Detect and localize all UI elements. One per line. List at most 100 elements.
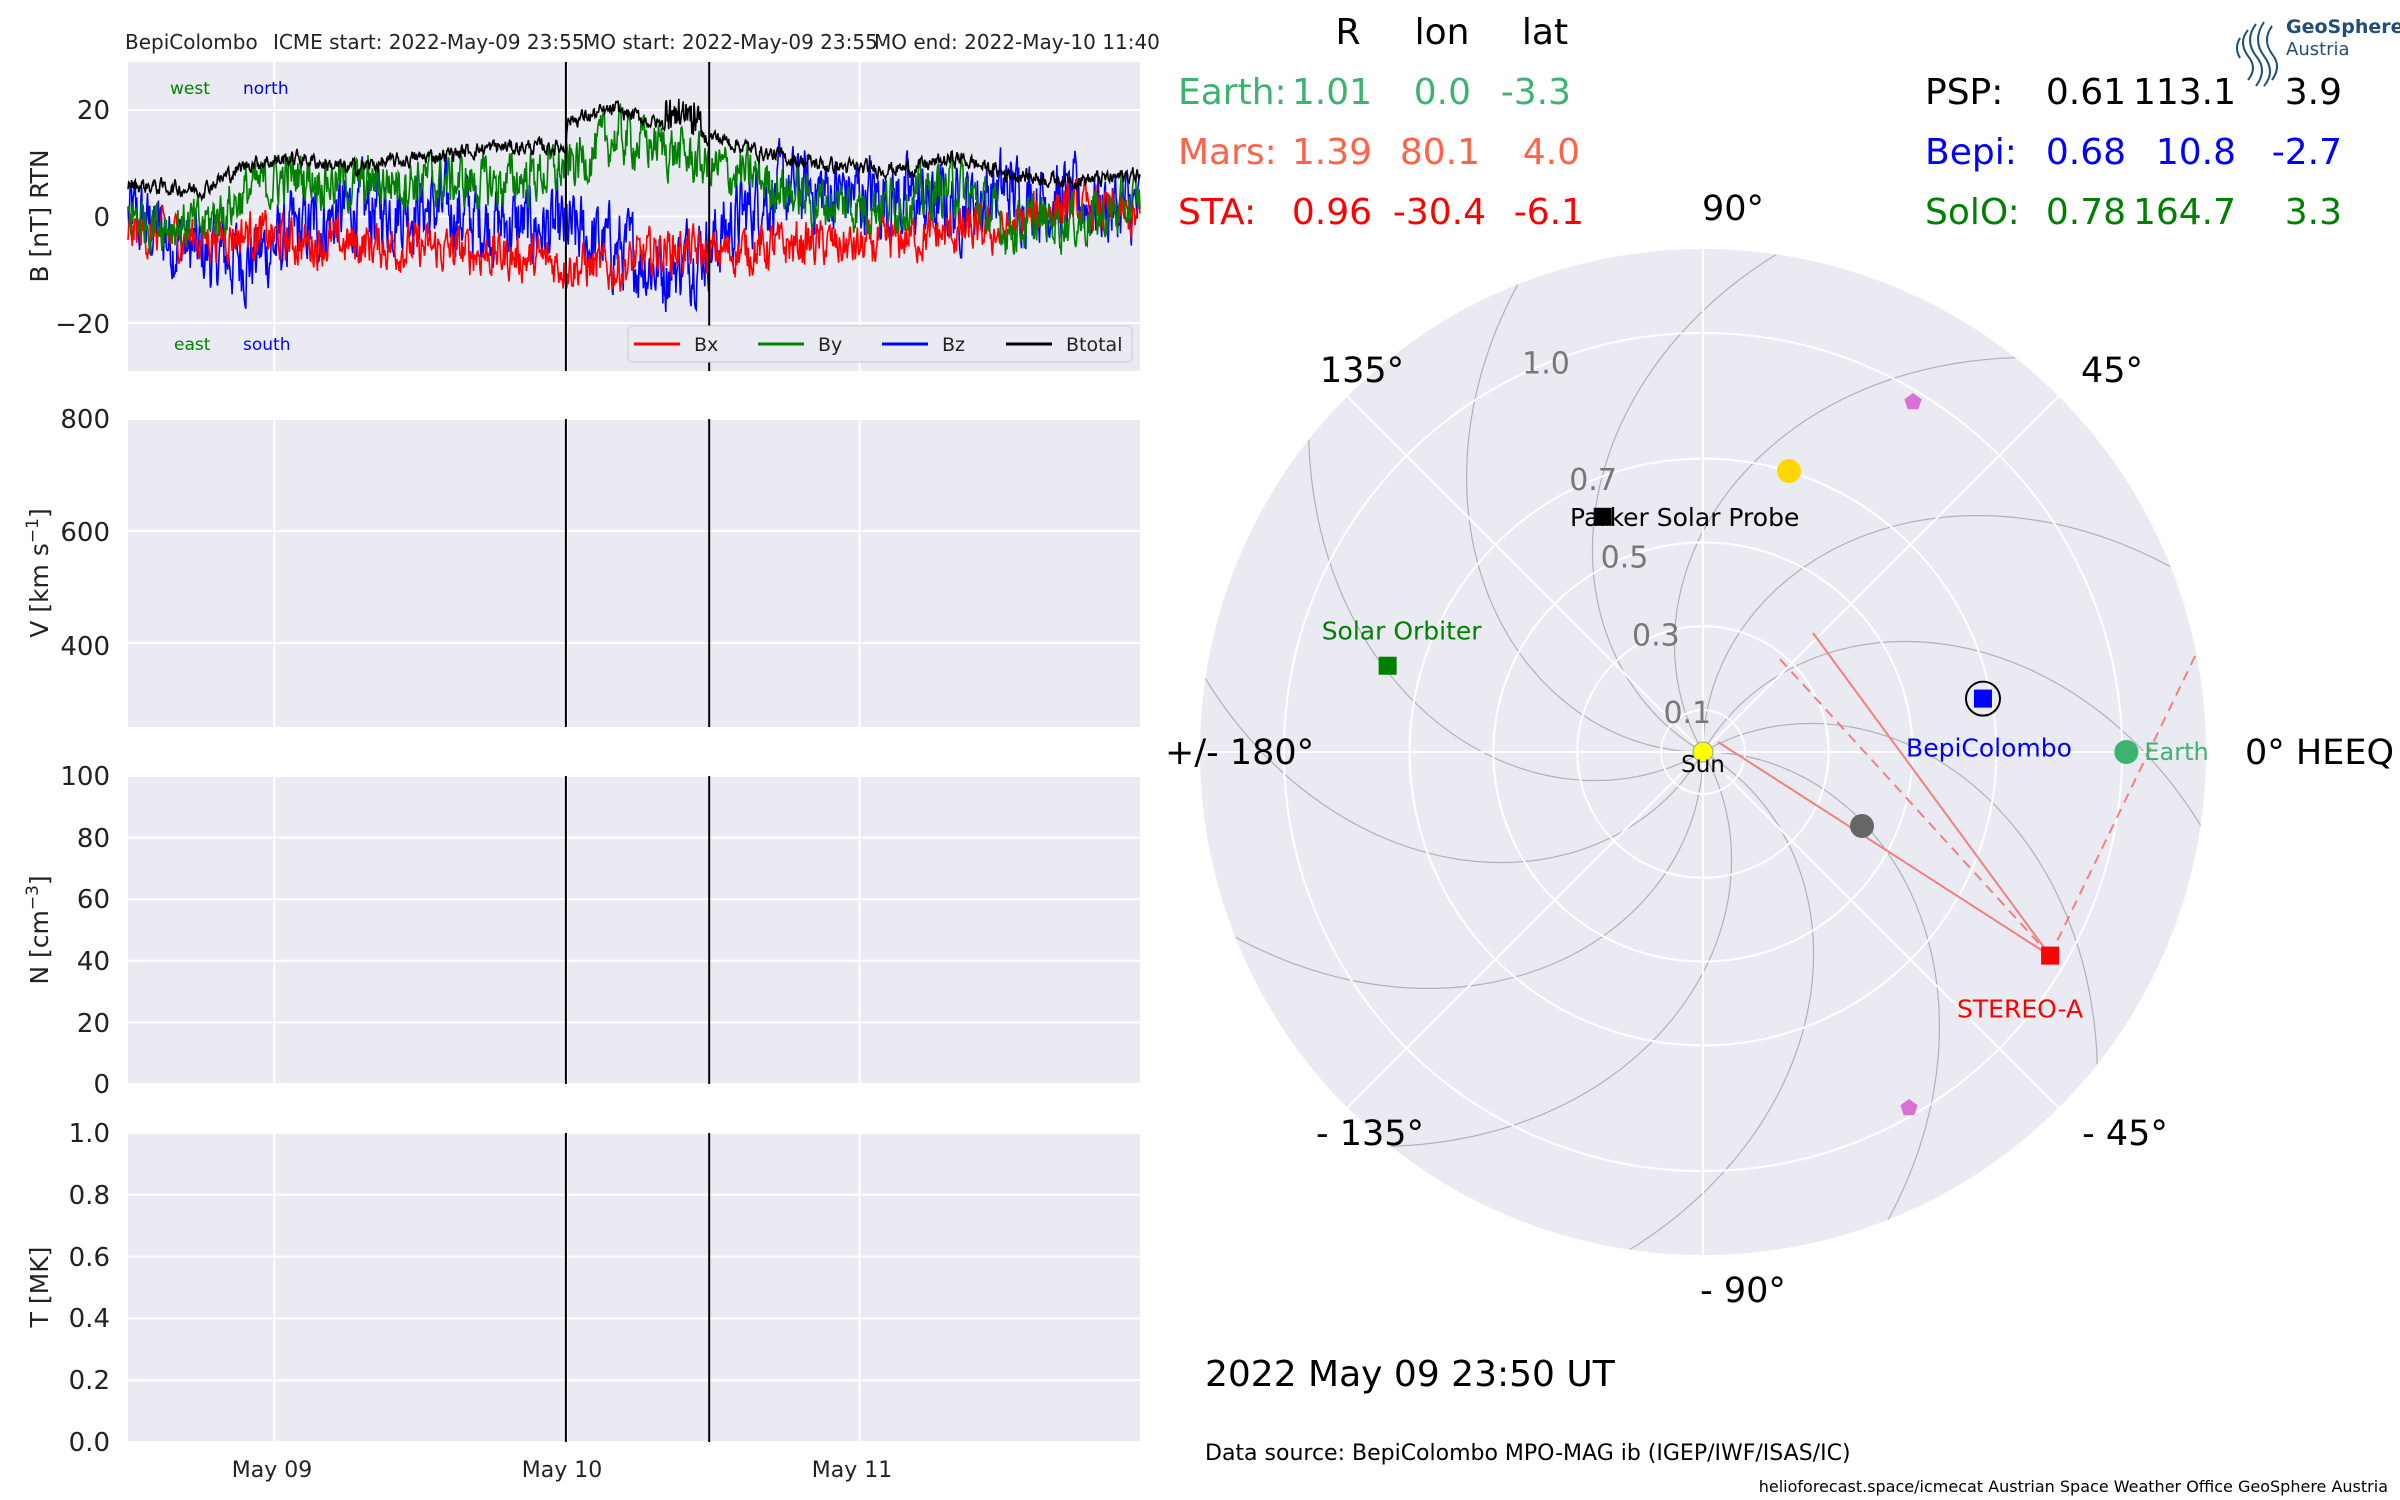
polar-rtick-3: 0.7 bbox=[1569, 463, 1617, 498]
polar-rtick-1: 0.3 bbox=[1632, 618, 1680, 653]
psp-marker bbox=[1593, 507, 1612, 526]
legend-btotal: Btotal bbox=[1066, 334, 1122, 356]
t-ytick-1-0: 1.0 bbox=[69, 1119, 110, 1149]
polar-rtick-2: 0.5 bbox=[1601, 541, 1649, 576]
figure-header: BepiColombo ICME start: 2022-May-09 23:5… bbox=[125, 30, 1160, 54]
row-mars-lon: 80.1 bbox=[1400, 132, 1480, 173]
psp-label: Parker Solar Probe bbox=[1570, 503, 1799, 532]
bepi-ring bbox=[1964, 680, 2001, 717]
polar-spoke-135 bbox=[1346, 395, 1704, 753]
label-south: south bbox=[243, 335, 290, 355]
n-ytick-100: 100 bbox=[60, 762, 110, 792]
n-panel-event-lines bbox=[564, 776, 711, 1084]
series-by bbox=[127, 103, 1141, 255]
polar-rtick-labels: 0.1 0.3 0.5 0.7 1.0 bbox=[1522, 346, 1711, 731]
earth-label: Earth bbox=[2144, 738, 2208, 766]
polar-angle-am90: - 90° bbox=[1700, 1271, 1786, 1311]
polar-angle-labels: 0° HEEQ 45° 90° 135° +/- 180° - 135° - 90° - 45… bbox=[1165, 189, 2394, 1311]
geosphere-logo-icon bbox=[2236, 21, 2278, 87]
row-earth-lon: 0.0 bbox=[1414, 72, 1471, 113]
header-icme-start: ICME start: 2022-May-09 23:55 bbox=[273, 30, 585, 54]
sta-line-fov-3 bbox=[2049, 649, 2199, 957]
t-ytick-0-8: 0.8 bbox=[69, 1181, 110, 1211]
sta-line-sun bbox=[1717, 741, 2051, 957]
v-ylabel-end: ] bbox=[25, 508, 54, 518]
row-solo-r: 0.78 bbox=[2046, 192, 2126, 233]
label-east: east bbox=[174, 335, 211, 355]
polar-spoke-315 bbox=[1702, 751, 2060, 1109]
solo-label: Solar Orbiter bbox=[1322, 617, 1483, 646]
t-panel-grid bbox=[128, 1132, 1140, 1443]
t-ytick-0-6: 0.6 bbox=[69, 1243, 110, 1273]
polar-angle-a135: 135° bbox=[1320, 351, 1404, 391]
row-sta-r: 0.96 bbox=[1292, 192, 1372, 233]
n-ytick-20: 20 bbox=[77, 1009, 110, 1039]
n-panel: 100 80 60 40 20 0 N [cm−3] bbox=[23, 762, 1140, 1100]
row-mars-lat: 4.0 bbox=[1523, 132, 1580, 173]
col-header-r: R bbox=[1335, 12, 1360, 53]
series-bx bbox=[127, 175, 1141, 292]
legend-by: By bbox=[818, 334, 842, 356]
polar-angle-a90: 90° bbox=[1702, 189, 1764, 229]
polar-plot: 0.1 0.3 0.5 0.7 1.0 0° HEEQ 45° 90° 135° +/- 180… bbox=[1165, 189, 2394, 1311]
v-ylabel: V [km s−1] bbox=[23, 508, 54, 637]
l5-point-marker bbox=[1900, 1099, 1918, 1116]
label-west: west bbox=[170, 79, 210, 99]
solo-marker bbox=[1378, 656, 1397, 675]
x-ticks: May 09 May 10 May 11 bbox=[232, 1458, 892, 1483]
b-ylabel: B [nT] RTN bbox=[25, 149, 54, 282]
v-ytick-400: 400 bbox=[60, 632, 110, 662]
n-ylabel: N [cm−3] bbox=[23, 875, 54, 984]
t-yticks: 1.0 0.8 0.6 0.4 0.2 0.0 bbox=[69, 1119, 110, 1458]
polar-objects: Sun Earth BepiColombo STEREO-A Parker Solar … bbox=[1322, 393, 2209, 1116]
polar-angle-am45: - 45° bbox=[2082, 1114, 2168, 1154]
col-header-lon: lon bbox=[1415, 12, 1470, 53]
n-panel-grid bbox=[128, 775, 1140, 1085]
n-ylabel-sup: −3 bbox=[23, 885, 43, 910]
b-legend: Bx By Bz Btotal bbox=[627, 325, 1133, 363]
t-ytick-0-2: 0.2 bbox=[69, 1366, 110, 1396]
row-earth-name: Earth: bbox=[1178, 72, 1287, 113]
row-bepi-lat: -2.7 bbox=[2272, 132, 2342, 173]
footer-credits: helioforecast.space/icmecat Austrian Spa… bbox=[1759, 1477, 2388, 1496]
series-bz bbox=[127, 138, 1141, 313]
sun-marker bbox=[1692, 741, 1714, 763]
sta-label: STEREO-A bbox=[1957, 995, 2083, 1024]
v-panel-background bbox=[128, 419, 1140, 727]
n-ytick-60: 60 bbox=[77, 885, 110, 915]
n-ylabel-main: N [cm bbox=[25, 910, 54, 985]
n-ytick-80: 80 bbox=[77, 824, 110, 854]
xtick-may-09: May 09 bbox=[232, 1458, 312, 1483]
b-legend-box bbox=[627, 325, 1133, 363]
row-solo-name: SolO: bbox=[1925, 192, 2020, 233]
series-btotal bbox=[127, 98, 1141, 202]
polar-rtick-0: 0.1 bbox=[1663, 696, 1711, 731]
geosphere-logo: GeoSphere Austria bbox=[2236, 16, 2400, 87]
sta-marker bbox=[2041, 946, 2060, 965]
row-solo: SolO: 0.78 164.7 3.3 bbox=[1925, 192, 2342, 233]
polar-spoke-225 bbox=[1346, 751, 1704, 1109]
row-mars-r: 1.39 bbox=[1292, 132, 1372, 173]
t-ytick-0-0: 0.0 bbox=[69, 1428, 110, 1458]
row-solo-lon: 164.7 bbox=[2133, 192, 2236, 233]
legend-bz: Bz bbox=[942, 334, 965, 356]
label-north: north bbox=[243, 79, 289, 99]
row-bepi-name: Bepi: bbox=[1925, 132, 2017, 173]
col-header-lat: lat bbox=[1522, 12, 1568, 53]
footer-data-source: Data source: BepiColombo MPO-MAG ib (IGE… bbox=[1205, 1441, 1851, 1466]
bepi-marker bbox=[1973, 689, 1992, 708]
v-ylabel-main: V [km s bbox=[25, 543, 54, 638]
t-panel-background bbox=[128, 1133, 1140, 1442]
header-spacecraft: BepiColombo bbox=[125, 30, 258, 54]
header-mo-end: MO end: 2022-May-10 11:40 bbox=[874, 30, 1160, 54]
row-sta-lon: -30.4 bbox=[1393, 192, 1486, 233]
b-panel-series bbox=[127, 98, 1141, 313]
b-yticks: 20 0 −20 bbox=[55, 96, 110, 340]
row-psp: PSP: 0.61 113.1 3.9 bbox=[1925, 72, 2342, 113]
row-earth-r: 1.01 bbox=[1292, 72, 1372, 113]
row-solo-lat: 3.3 bbox=[2285, 192, 2342, 233]
b-panel-event-lines bbox=[564, 62, 711, 371]
logo-sub: Austria bbox=[2286, 39, 2350, 60]
row-psp-r: 0.61 bbox=[2046, 72, 2126, 113]
n-panel-background bbox=[128, 776, 1140, 1084]
